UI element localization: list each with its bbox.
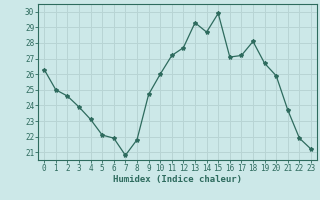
X-axis label: Humidex (Indice chaleur): Humidex (Indice chaleur) xyxy=(113,175,242,184)
